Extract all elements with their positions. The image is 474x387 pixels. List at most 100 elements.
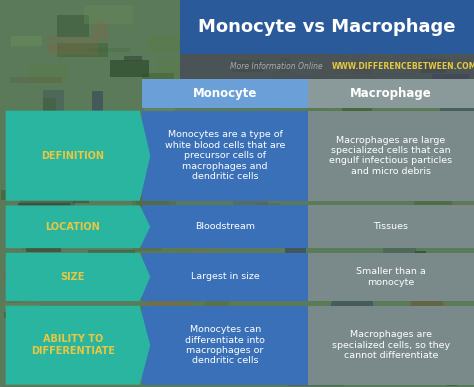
Bar xyxy=(233,192,268,207)
Bar xyxy=(208,121,224,125)
Bar xyxy=(111,280,156,300)
Bar xyxy=(89,48,130,52)
Bar xyxy=(38,161,86,183)
Bar xyxy=(84,5,133,24)
Bar xyxy=(353,343,385,356)
Bar xyxy=(131,194,169,207)
Bar xyxy=(206,324,223,339)
Bar xyxy=(404,96,427,107)
Bar xyxy=(167,72,215,82)
Bar xyxy=(43,91,64,113)
Bar xyxy=(167,208,185,214)
Bar xyxy=(73,185,89,203)
Bar xyxy=(301,209,351,226)
Bar xyxy=(337,255,353,260)
Bar xyxy=(327,116,371,127)
Bar xyxy=(144,103,175,120)
Bar xyxy=(234,216,248,237)
Polygon shape xyxy=(6,253,150,301)
Bar xyxy=(22,244,56,250)
Bar xyxy=(448,118,474,139)
Bar xyxy=(352,68,374,78)
Bar xyxy=(252,263,263,275)
Bar xyxy=(354,361,368,380)
Bar xyxy=(71,320,125,333)
Bar xyxy=(48,46,69,50)
Bar xyxy=(361,29,407,46)
Bar xyxy=(361,82,401,100)
Bar xyxy=(109,158,146,178)
Bar xyxy=(147,294,193,314)
Text: WWW.DIFFERENCEBETWEEN.COM: WWW.DIFFERENCEBETWEEN.COM xyxy=(332,62,474,71)
Bar xyxy=(331,292,374,313)
Bar xyxy=(4,312,15,318)
Bar xyxy=(417,138,466,150)
Bar xyxy=(211,310,229,332)
Bar xyxy=(185,221,205,237)
Bar xyxy=(249,336,299,351)
Bar xyxy=(128,161,174,181)
Bar xyxy=(257,203,280,213)
Bar xyxy=(410,295,445,313)
Bar xyxy=(25,277,50,284)
Bar xyxy=(441,146,454,162)
Polygon shape xyxy=(6,205,150,248)
Text: SIZE: SIZE xyxy=(61,272,85,282)
Bar xyxy=(171,179,215,197)
Bar xyxy=(249,30,295,43)
Bar xyxy=(189,137,215,149)
Bar xyxy=(133,232,162,250)
Bar xyxy=(308,79,474,108)
Bar xyxy=(348,50,393,69)
Bar xyxy=(421,58,446,73)
Bar xyxy=(60,272,84,285)
Bar xyxy=(377,331,434,348)
Bar xyxy=(228,124,265,132)
Bar xyxy=(11,177,51,183)
Bar xyxy=(308,281,333,303)
Bar xyxy=(146,34,181,53)
Bar xyxy=(142,73,174,79)
Bar xyxy=(381,308,410,321)
Bar xyxy=(136,238,165,242)
Bar xyxy=(0,190,33,200)
Bar xyxy=(109,60,149,77)
Bar xyxy=(399,34,432,48)
Bar xyxy=(372,266,403,278)
Bar xyxy=(426,259,463,276)
Bar xyxy=(67,187,95,200)
Bar xyxy=(294,21,351,31)
Bar xyxy=(443,21,474,26)
Bar xyxy=(308,111,474,201)
Bar xyxy=(142,205,308,248)
Bar xyxy=(427,40,460,50)
Bar xyxy=(247,217,286,228)
Bar xyxy=(184,153,238,166)
Bar xyxy=(364,8,387,20)
Bar xyxy=(376,3,412,23)
Bar xyxy=(165,250,192,267)
Bar xyxy=(142,79,308,108)
Bar xyxy=(142,253,308,301)
Bar xyxy=(70,113,114,136)
Bar xyxy=(189,10,227,32)
Bar xyxy=(25,308,37,323)
Bar xyxy=(374,315,392,330)
Bar xyxy=(280,58,290,72)
Text: Largest in size: Largest in size xyxy=(191,272,260,281)
Bar xyxy=(114,258,159,279)
Bar xyxy=(414,197,452,220)
Bar xyxy=(342,12,371,26)
Bar xyxy=(255,163,286,176)
Bar xyxy=(39,126,69,145)
Bar xyxy=(111,349,142,363)
Bar xyxy=(13,223,65,240)
Bar xyxy=(222,160,275,166)
Bar xyxy=(20,194,75,210)
Bar xyxy=(115,134,139,157)
Bar xyxy=(384,292,397,301)
Bar xyxy=(338,167,362,188)
Bar xyxy=(75,361,89,378)
Bar xyxy=(440,94,474,113)
Bar xyxy=(320,63,371,74)
